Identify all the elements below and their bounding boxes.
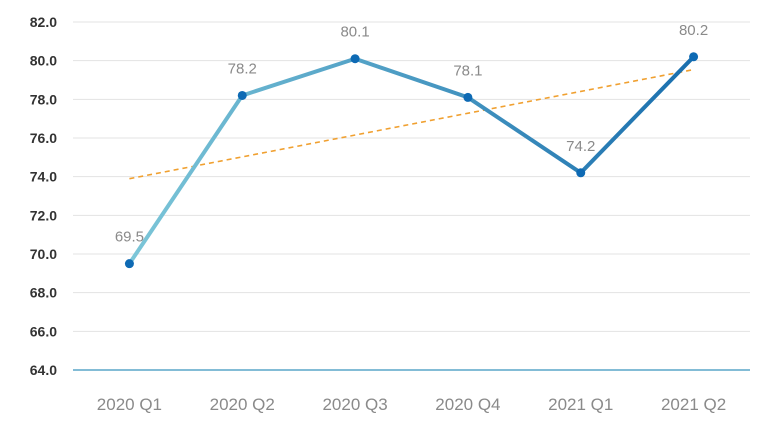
y-axis: 64.0 66.0 68.0 70.0 72.0 74.0 76.0 78.0 80.0 82.0 (30, 14, 57, 378)
y-tick-label: 82.0 (30, 14, 57, 30)
data-label: 78.1 (453, 62, 482, 79)
data-point (124, 259, 134, 269)
series-line (127, 54, 696, 266)
data-point (237, 90, 247, 100)
data-label: 69.5 (115, 229, 144, 246)
y-tick-label: 68.0 (30, 285, 57, 301)
x-tick-label: 2021 Q2 (661, 395, 726, 414)
y-tick-label: 76.0 (30, 130, 57, 146)
y-tick-label: 78.0 (30, 91, 57, 107)
y-tick-label: 70.0 (30, 246, 57, 262)
y-tick-label: 74.0 (30, 169, 57, 185)
x-tick-label: 2020 Q3 (322, 395, 387, 414)
y-tick-label: 66.0 (30, 323, 57, 339)
data-label: 80.2 (679, 22, 708, 39)
x-tick-label: 2020 Q1 (97, 395, 162, 414)
data-point (576, 168, 586, 178)
data-label: 80.1 (340, 24, 369, 41)
y-tick-label: 80.0 (30, 53, 57, 69)
trendline-group (129, 68, 694, 180)
data-point (350, 54, 360, 64)
y-tick-label: 72.0 (30, 207, 57, 223)
data-labels: 69.5 78.2 80.1 78.1 74.2 80.2 (115, 22, 708, 246)
x-tick-label: 2020 Q2 (210, 395, 275, 414)
x-tick-label: 2021 Q1 (548, 395, 613, 414)
data-label: 74.2 (566, 138, 595, 155)
series-group (124, 52, 699, 269)
y-tick-label: 64.0 (30, 362, 57, 378)
trendline (129, 68, 694, 180)
data-point (463, 92, 473, 102)
x-axis: 2020 Q1 2020 Q2 2020 Q3 2020 Q4 2021 Q1 2021 … (97, 395, 726, 414)
data-point (689, 52, 699, 62)
data-label: 78.2 (228, 60, 257, 77)
x-tick-label: 2020 Q4 (435, 395, 500, 414)
